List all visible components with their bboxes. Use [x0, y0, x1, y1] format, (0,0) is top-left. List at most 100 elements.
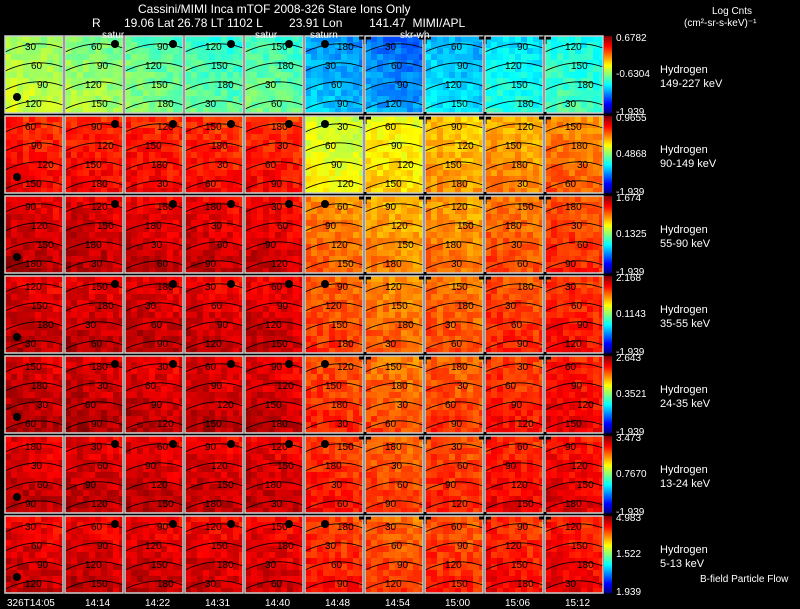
contour-label: 30: [25, 42, 37, 53]
contour-line: [304, 382, 364, 392]
contour-label: 180: [217, 560, 234, 571]
panel-frame: [124, 515, 184, 594]
contour-label: 60: [337, 202, 349, 213]
contour-line: [424, 81, 484, 91]
contour-label: 150: [211, 61, 228, 72]
contour-line: [364, 420, 424, 430]
contour-line: [184, 222, 244, 232]
contour-label: 180: [37, 320, 54, 331]
panel-frame: [364, 435, 424, 514]
contour-label: 150: [331, 320, 348, 331]
contour-label: 90: [205, 259, 217, 270]
energy-label: 149-227 keV: [660, 78, 723, 90]
contour-label: 60: [331, 560, 343, 571]
contour-label: 120: [85, 560, 102, 571]
contour-label: 150: [451, 99, 468, 110]
contour-label: 60: [91, 42, 103, 53]
contour-line: [124, 561, 184, 571]
contour-label: 180: [277, 541, 294, 552]
colorbar-max: 4.983: [616, 513, 642, 524]
contour-line: [484, 142, 544, 152]
planet-marker: [13, 493, 21, 501]
contour-line: [304, 321, 364, 331]
contour-label: 150: [325, 381, 342, 392]
contour-label: 30: [277, 141, 289, 152]
colorbar-max: 3.473: [616, 433, 642, 444]
contour-label: 150: [205, 122, 222, 133]
contour-label: 120: [331, 240, 348, 251]
contour-line: [304, 62, 364, 72]
contour-line: [64, 142, 124, 152]
contour-line: [544, 500, 604, 510]
panel-frame: [304, 435, 364, 514]
contour-line: [184, 382, 244, 392]
panel-frame: [544, 355, 604, 434]
panel-frame: [424, 435, 484, 514]
contour-label: 60: [85, 400, 97, 411]
contour-label: 90: [385, 499, 397, 510]
panel-frame: [544, 195, 604, 274]
contour-label: 30: [91, 442, 103, 453]
panel-frame: [244, 115, 304, 194]
panel-frame: [484, 115, 544, 194]
contour-line: [304, 420, 364, 430]
contour-label: 150: [505, 141, 522, 152]
image-panel-r0-c6: 30 60 90 120: [359, 32, 424, 114]
contour-line: [304, 561, 364, 571]
contour-label: 180: [337, 339, 354, 350]
contour-line: [244, 500, 304, 510]
contour-label: 90: [271, 179, 283, 190]
panel-frame: [304, 35, 364, 114]
contour-line: [124, 580, 184, 590]
contour-label: 180: [91, 179, 108, 190]
contour-line: [184, 523, 244, 533]
contour-label: 120: [445, 80, 462, 91]
contour-label: 90: [517, 522, 529, 533]
contour-label: 120: [271, 442, 288, 453]
contour-line: [64, 420, 124, 430]
contour-label: 120: [385, 282, 402, 293]
contour-label: 60: [391, 541, 403, 552]
contour-label: 180: [265, 480, 282, 491]
panel-frame: [4, 115, 64, 194]
panel-frame: [484, 355, 544, 434]
colorbar-mid: 0.3521: [616, 389, 647, 400]
contour-line: [364, 203, 424, 213]
contour-line: [244, 382, 304, 392]
panel-frame: [544, 275, 604, 354]
contour-line: [544, 123, 604, 133]
contour-line: [364, 62, 424, 72]
contour-label: 30: [217, 160, 229, 171]
contour-label: 30: [337, 122, 349, 133]
contour-line: [364, 180, 424, 190]
contour-line: [364, 363, 424, 373]
contour-label: 120: [157, 419, 174, 430]
contour-line: [4, 363, 64, 373]
energy-label: 90-149 keV: [660, 158, 717, 170]
contour-line: [364, 382, 424, 392]
contour-label: 30: [331, 480, 343, 491]
contour-label: 180: [277, 61, 294, 72]
contour-line: [64, 62, 124, 72]
chart-title: Cassini/MIMI Inca mTOF 2008-326 Stare Io…: [138, 2, 411, 16]
contour-label: 150: [97, 221, 114, 232]
contour-line: [424, 222, 484, 232]
panel-frame: [4, 35, 64, 114]
image-panel-r0-c2: 90 120 150 180: [124, 35, 184, 114]
contour-line: [364, 462, 424, 472]
contour-line: [4, 62, 64, 72]
panel-frame: [544, 115, 604, 194]
saturn-marker: [169, 280, 177, 288]
panel-frame: [184, 435, 244, 514]
colorbar-max: 0.6782: [616, 33, 647, 44]
contour-line: [4, 481, 64, 491]
image-panel-r1-c8: 120 150 180 30: [479, 112, 544, 194]
contour-line: [544, 340, 604, 350]
